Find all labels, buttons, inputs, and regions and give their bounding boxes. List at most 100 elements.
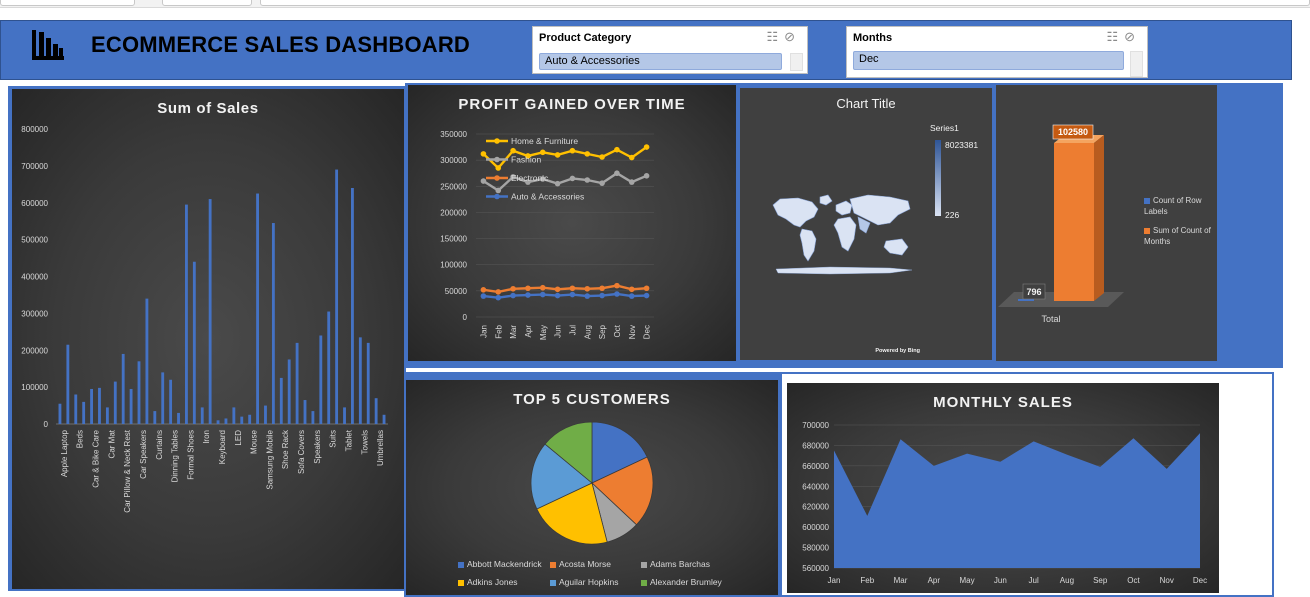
- legend-label: Aguilar Hopkins: [559, 577, 619, 587]
- sales-bar: [256, 193, 259, 424]
- sales-bar: [121, 353, 125, 424]
- legend-item: Aguilar Hopkins: [550, 577, 619, 587]
- data-point: [614, 170, 620, 177]
- data-point: [510, 174, 516, 180]
- sales-bar: [271, 223, 275, 424]
- x-tick-label: Mar: [894, 576, 908, 585]
- legend-item: Count of Row Labels: [1144, 195, 1214, 217]
- ribbon-control[interactable]: [0, 0, 135, 6]
- x-tick-label: Mouse: [250, 429, 259, 454]
- chart-title: PROFIT GAINED OVER TIME: [458, 96, 686, 113]
- map-chart[interactable]: Chart Title Series1 8023381 226 Powered …: [740, 88, 992, 360]
- sales-bar: [58, 403, 62, 424]
- pie-plot: [530, 421, 654, 545]
- sum-of-sales-chart[interactable]: Sum of Sales 0 100000 200000 300000 400000 50…: [12, 89, 404, 589]
- x-tick-label: Sep: [598, 324, 607, 339]
- pie-slice: [536, 482, 608, 545]
- sales-bar: [248, 414, 252, 424]
- data-point: [599, 154, 605, 160]
- data-point: [599, 180, 605, 186]
- x-tick-label: Beds: [76, 430, 85, 448]
- sales-bar: [382, 414, 386, 424]
- data-point: [525, 179, 531, 185]
- series-line: [482, 146, 648, 170]
- y-tick-label: 0: [463, 313, 468, 322]
- legend-label: Adams Barchas: [650, 559, 710, 569]
- series-line: [482, 171, 648, 192]
- x-tick-label: Dec: [1193, 576, 1207, 585]
- slicer-scrollbar[interactable]: [790, 53, 803, 71]
- y-tick-label: 50000: [445, 287, 468, 296]
- bar-sum-of-count-of-months: [1054, 143, 1094, 301]
- data-point: [643, 292, 650, 299]
- x-tick-label: Keyboard: [218, 430, 227, 464]
- y-tick-label: 350000: [440, 130, 467, 139]
- sales-area: [834, 433, 1200, 568]
- pie-slice: [530, 443, 593, 510]
- x-tick-label: Jul: [568, 325, 577, 335]
- x-tick-label: Samsung Mobile: [265, 429, 274, 489]
- slicer-scrollbar[interactable]: [1130, 51, 1143, 77]
- y-tick-label: 100000: [21, 383, 48, 392]
- data-point: [599, 292, 605, 299]
- x-tick-label: Nov: [628, 325, 637, 339]
- y-tick-label: 300000: [440, 156, 467, 165]
- data-point: [539, 149, 546, 156]
- profit-plot: 0 50000 100000 150000 200000 250000 300000 3500…: [440, 130, 654, 340]
- data-point: [628, 179, 635, 185]
- legend-item: Acosta Morse: [550, 559, 611, 569]
- y-tick-label: 640000: [802, 482, 829, 491]
- multi-select-icon[interactable]: ☷: [1106, 29, 1125, 44]
- x-tick-label: Car Pillow & Neck Rest: [123, 429, 132, 512]
- data-point: [510, 292, 516, 299]
- x-tick-label: Jul: [1029, 576, 1039, 585]
- sales-bar: [224, 418, 228, 424]
- top-customers-chart[interactable]: TOP 5 CUSTOMERS Abbott Mackendrick Acost…: [406, 380, 778, 595]
- chart-title: MONTHLY SALES: [933, 394, 1073, 411]
- monthly-sales-chart[interactable]: MONTHLY SALES 560000 580000 600000 620000 64…: [787, 383, 1219, 593]
- legend-label: Fashion: [511, 155, 542, 165]
- data-point: [584, 285, 591, 292]
- map-credit: Powered by Bing: [875, 348, 920, 354]
- sales-bar: [153, 411, 157, 424]
- x-tick-label: Tablet: [344, 429, 353, 451]
- formula-bar[interactable]: [260, 0, 1310, 6]
- x-tick-label: Apr: [928, 576, 941, 585]
- data-point: [510, 285, 516, 292]
- slicer-item-selected[interactable]: Dec: [853, 51, 1124, 70]
- data-point: [525, 153, 531, 159]
- data-point: [643, 285, 650, 292]
- x-tick-label: Mar: [509, 325, 518, 339]
- y-tick-label: 600000: [21, 199, 48, 208]
- x-tick-label: Jan: [479, 325, 488, 338]
- data-point: [480, 287, 487, 293]
- x-tick-label: LED: [234, 430, 243, 446]
- data-point: [480, 178, 487, 184]
- y-tick-label: 300000: [21, 309, 48, 318]
- clear-filter-icon[interactable]: ⊘: [1124, 29, 1141, 44]
- chart-title: TOP 5 CUSTOMERS: [513, 391, 671, 408]
- y-tick-label: 200000: [440, 208, 467, 217]
- data-point: [539, 291, 546, 298]
- x-tick-label: Aug: [583, 325, 592, 339]
- slicer-item-selected[interactable]: Auto & Accessories: [539, 53, 782, 70]
- sales-bar: [169, 379, 173, 424]
- ribbon-control[interactable]: [162, 0, 252, 6]
- legend-marker: [494, 138, 500, 144]
- data-point: [554, 286, 561, 293]
- profit-over-time-chart[interactable]: PROFIT GAINED OVER TIME 0 50000 100000 1500…: [408, 85, 736, 361]
- chart-title: Chart Title: [836, 96, 896, 111]
- x-tick-label: Feb: [860, 576, 874, 585]
- x-tick-label: Sofa Covers: [297, 430, 306, 474]
- data-point: [614, 291, 620, 297]
- bar-chart-icon: [30, 28, 66, 67]
- clear-filter-icon[interactable]: ⊘: [784, 29, 801, 44]
- sales-bar: [66, 344, 70, 424]
- data-point: [539, 176, 546, 182]
- sales-bar: [216, 420, 220, 424]
- multi-select-icon[interactable]: ☷: [766, 29, 785, 44]
- data-label-box: [1052, 124, 1094, 140]
- y-tick-label: 800000: [21, 125, 48, 134]
- total-counts-chart[interactable]: 796 102580 Total Count of Row Labels Sum o…: [996, 85, 1217, 361]
- x-tick-label: Oct: [1127, 576, 1140, 585]
